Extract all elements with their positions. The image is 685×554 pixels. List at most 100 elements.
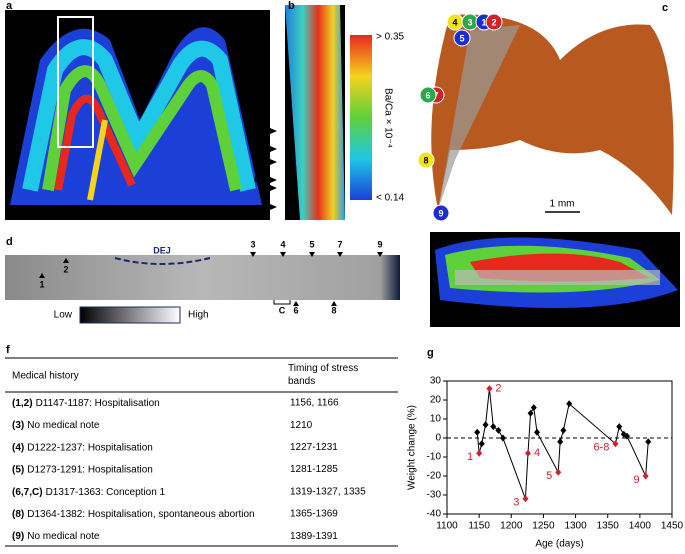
row-id: (1,2) [12,398,33,409]
data-point [612,440,619,448]
arrowhead [331,301,337,306]
marker-circle [485,13,503,31]
x-tick-label: 1350 [597,521,620,532]
x-tick-label: 1200 [500,521,523,532]
data-point [566,400,573,408]
row-text: (8) D1364-1382: Hospitalisation, spontane… [12,509,255,520]
band-label: 3,4 [254,144,268,155]
data-point [645,438,652,446]
arrowhead [309,252,315,257]
row-text: (6,7,C) D1317-1363: Conception 1 [12,486,166,497]
band-label: 5 [309,239,314,249]
band-arrow [270,177,277,183]
point-label: 9 [634,474,640,486]
scale-label: 1 mm [550,199,575,210]
data-point [560,426,567,434]
band-label: 8 [262,183,268,194]
data-point [499,434,506,442]
data-point [530,404,537,412]
band-label: 1 [39,279,44,289]
point-label: 3 [513,497,519,509]
marker-label: 1 [481,17,486,27]
marker-label: 8 [423,155,428,165]
table-header-box: Timing of stress bands [288,363,359,387]
table-header: Timing of stress bands [288,363,359,387]
marker-label: 5 [459,33,464,43]
band-arrow [270,128,277,134]
row-desc: D1273-1291: Hospitalisation [27,464,153,475]
point-label: 5 [546,470,552,482]
band-label: C [279,305,286,315]
y-tick-label: 0 [435,433,441,444]
point-label: 4 [534,447,540,459]
panel-a-image [5,10,270,220]
arrowhead [39,273,45,278]
y-tick-label: -40 [427,509,442,520]
data-line [476,388,649,499]
band-label: 9 [377,239,382,249]
marker-circle [417,151,435,169]
band-label: 9 [262,202,268,213]
y-tick-label: -10 [427,452,442,463]
y-tick-label: 30 [430,376,442,387]
gray-bar [79,306,181,324]
arrowhead [293,301,299,306]
panel-letter: b [288,0,295,12]
panel-letter: d [6,236,13,248]
data-point [495,426,502,434]
data-point [527,409,534,417]
y-tick-label: -30 [427,490,442,501]
band-label: 2 [63,264,68,274]
plot-frame [446,380,673,515]
colorbar-max: > 0.35 [376,32,405,43]
colorbar-title: Ba/Ca × 10⁻⁴ [382,88,393,148]
band-label: 1,2 [254,126,268,137]
row-desc: No medical note [27,420,100,431]
marker-circle [419,86,437,104]
row-desc: D1147-1187: Hospitalisation [36,398,160,409]
row-text: (3) No medical note [12,420,100,431]
panel-letter: g [427,347,434,359]
data-point [642,472,649,480]
marker-circle [432,204,450,222]
marker-label: 9 [438,208,443,218]
row-timing: 1156, 1166 [290,398,339,409]
band-arrow [270,159,277,165]
y-tick-label: 20 [430,395,442,406]
row-id: (4) [12,442,24,453]
band-label: 7 [337,239,342,249]
row-desc: No medical note [27,531,100,542]
row-id: (9) [12,531,24,542]
panel-d-image [5,255,400,300]
row-id: (6,7,C) [12,486,43,497]
data-point [616,423,623,431]
row-timing: 1319-1327, 1335 [290,486,366,497]
marker-label: 4 [452,17,457,27]
x-tick-label: 1100 [436,521,458,532]
x-tick-label: 1450 [661,521,684,532]
dej-line [114,257,211,265]
panel-b-image [285,5,345,220]
x-axis-label: Age (days) [535,539,583,550]
point-label: 1 [467,451,473,463]
y-axis-label: Weight change (%) [407,405,418,490]
row-text: (4) D1222-1237: Hospitalisation [12,442,153,453]
panel-letter: c [662,2,668,14]
point-label: 6-8 [594,442,610,454]
x-tick-label: 1150 [468,521,490,532]
row-timing: 1281-1285 [290,464,338,475]
dej-label: DEJ [153,245,171,255]
bracket [273,300,291,305]
band-label: 4 [280,239,285,249]
colorbar [350,35,372,200]
band-label: 6,7 [254,175,268,186]
arrowhead [377,252,383,257]
arrowhead [250,252,256,257]
arrowhead [63,258,69,263]
row-timing: 1365-1369 [290,509,338,520]
row-text: (9) No medical note [12,531,100,542]
x-tick-label: 1300 [564,521,587,532]
x-tick-label: 1250 [532,521,555,532]
row-text: (5) D1273-1291: Hospitalisation [12,464,153,475]
